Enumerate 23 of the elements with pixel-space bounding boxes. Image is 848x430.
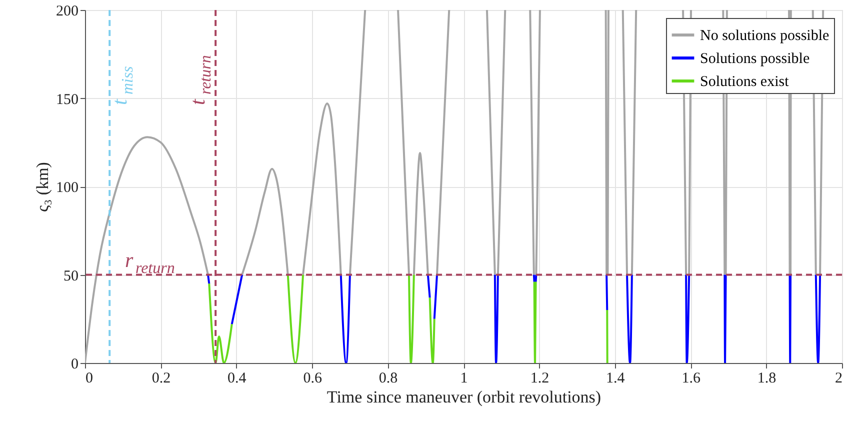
y-tick-label: 150 bbox=[56, 92, 78, 108]
legend-label: Solutions possible bbox=[700, 51, 810, 67]
x-tick-label: 1.2 bbox=[530, 370, 550, 386]
y-tick-label: 200 bbox=[56, 4, 78, 20]
x-tick-label: 0.2 bbox=[152, 370, 171, 386]
x-tick-label: 0.8 bbox=[378, 370, 398, 386]
x-tick-label: 0 bbox=[86, 370, 93, 386]
x-tick-label: 0.6 bbox=[303, 370, 322, 386]
x-tick-label: 0.4 bbox=[228, 370, 247, 386]
y-tick-label: 100 bbox=[56, 180, 78, 196]
y-tick-label: 0 bbox=[71, 356, 78, 372]
legend-label: Solutions exist bbox=[700, 74, 790, 90]
y-tick-label: 50 bbox=[64, 268, 78, 284]
legend-label: No solutions possible bbox=[700, 28, 830, 44]
y-axis-title: ς₃ (km) bbox=[33, 162, 52, 212]
x-tick-label: 2 bbox=[835, 370, 842, 386]
ref-line-label: tmiss bbox=[108, 66, 137, 105]
x-tick-label: 1.4 bbox=[606, 370, 626, 386]
x-tick-label: 1 bbox=[460, 370, 468, 386]
x-tick-label: 1.8 bbox=[757, 370, 776, 386]
ref-line-label: treturn bbox=[186, 55, 215, 105]
x-tick-label: 1.6 bbox=[682, 370, 701, 386]
x-axis-title: Time since maneuver (orbit revolutions) bbox=[326, 388, 602, 406]
